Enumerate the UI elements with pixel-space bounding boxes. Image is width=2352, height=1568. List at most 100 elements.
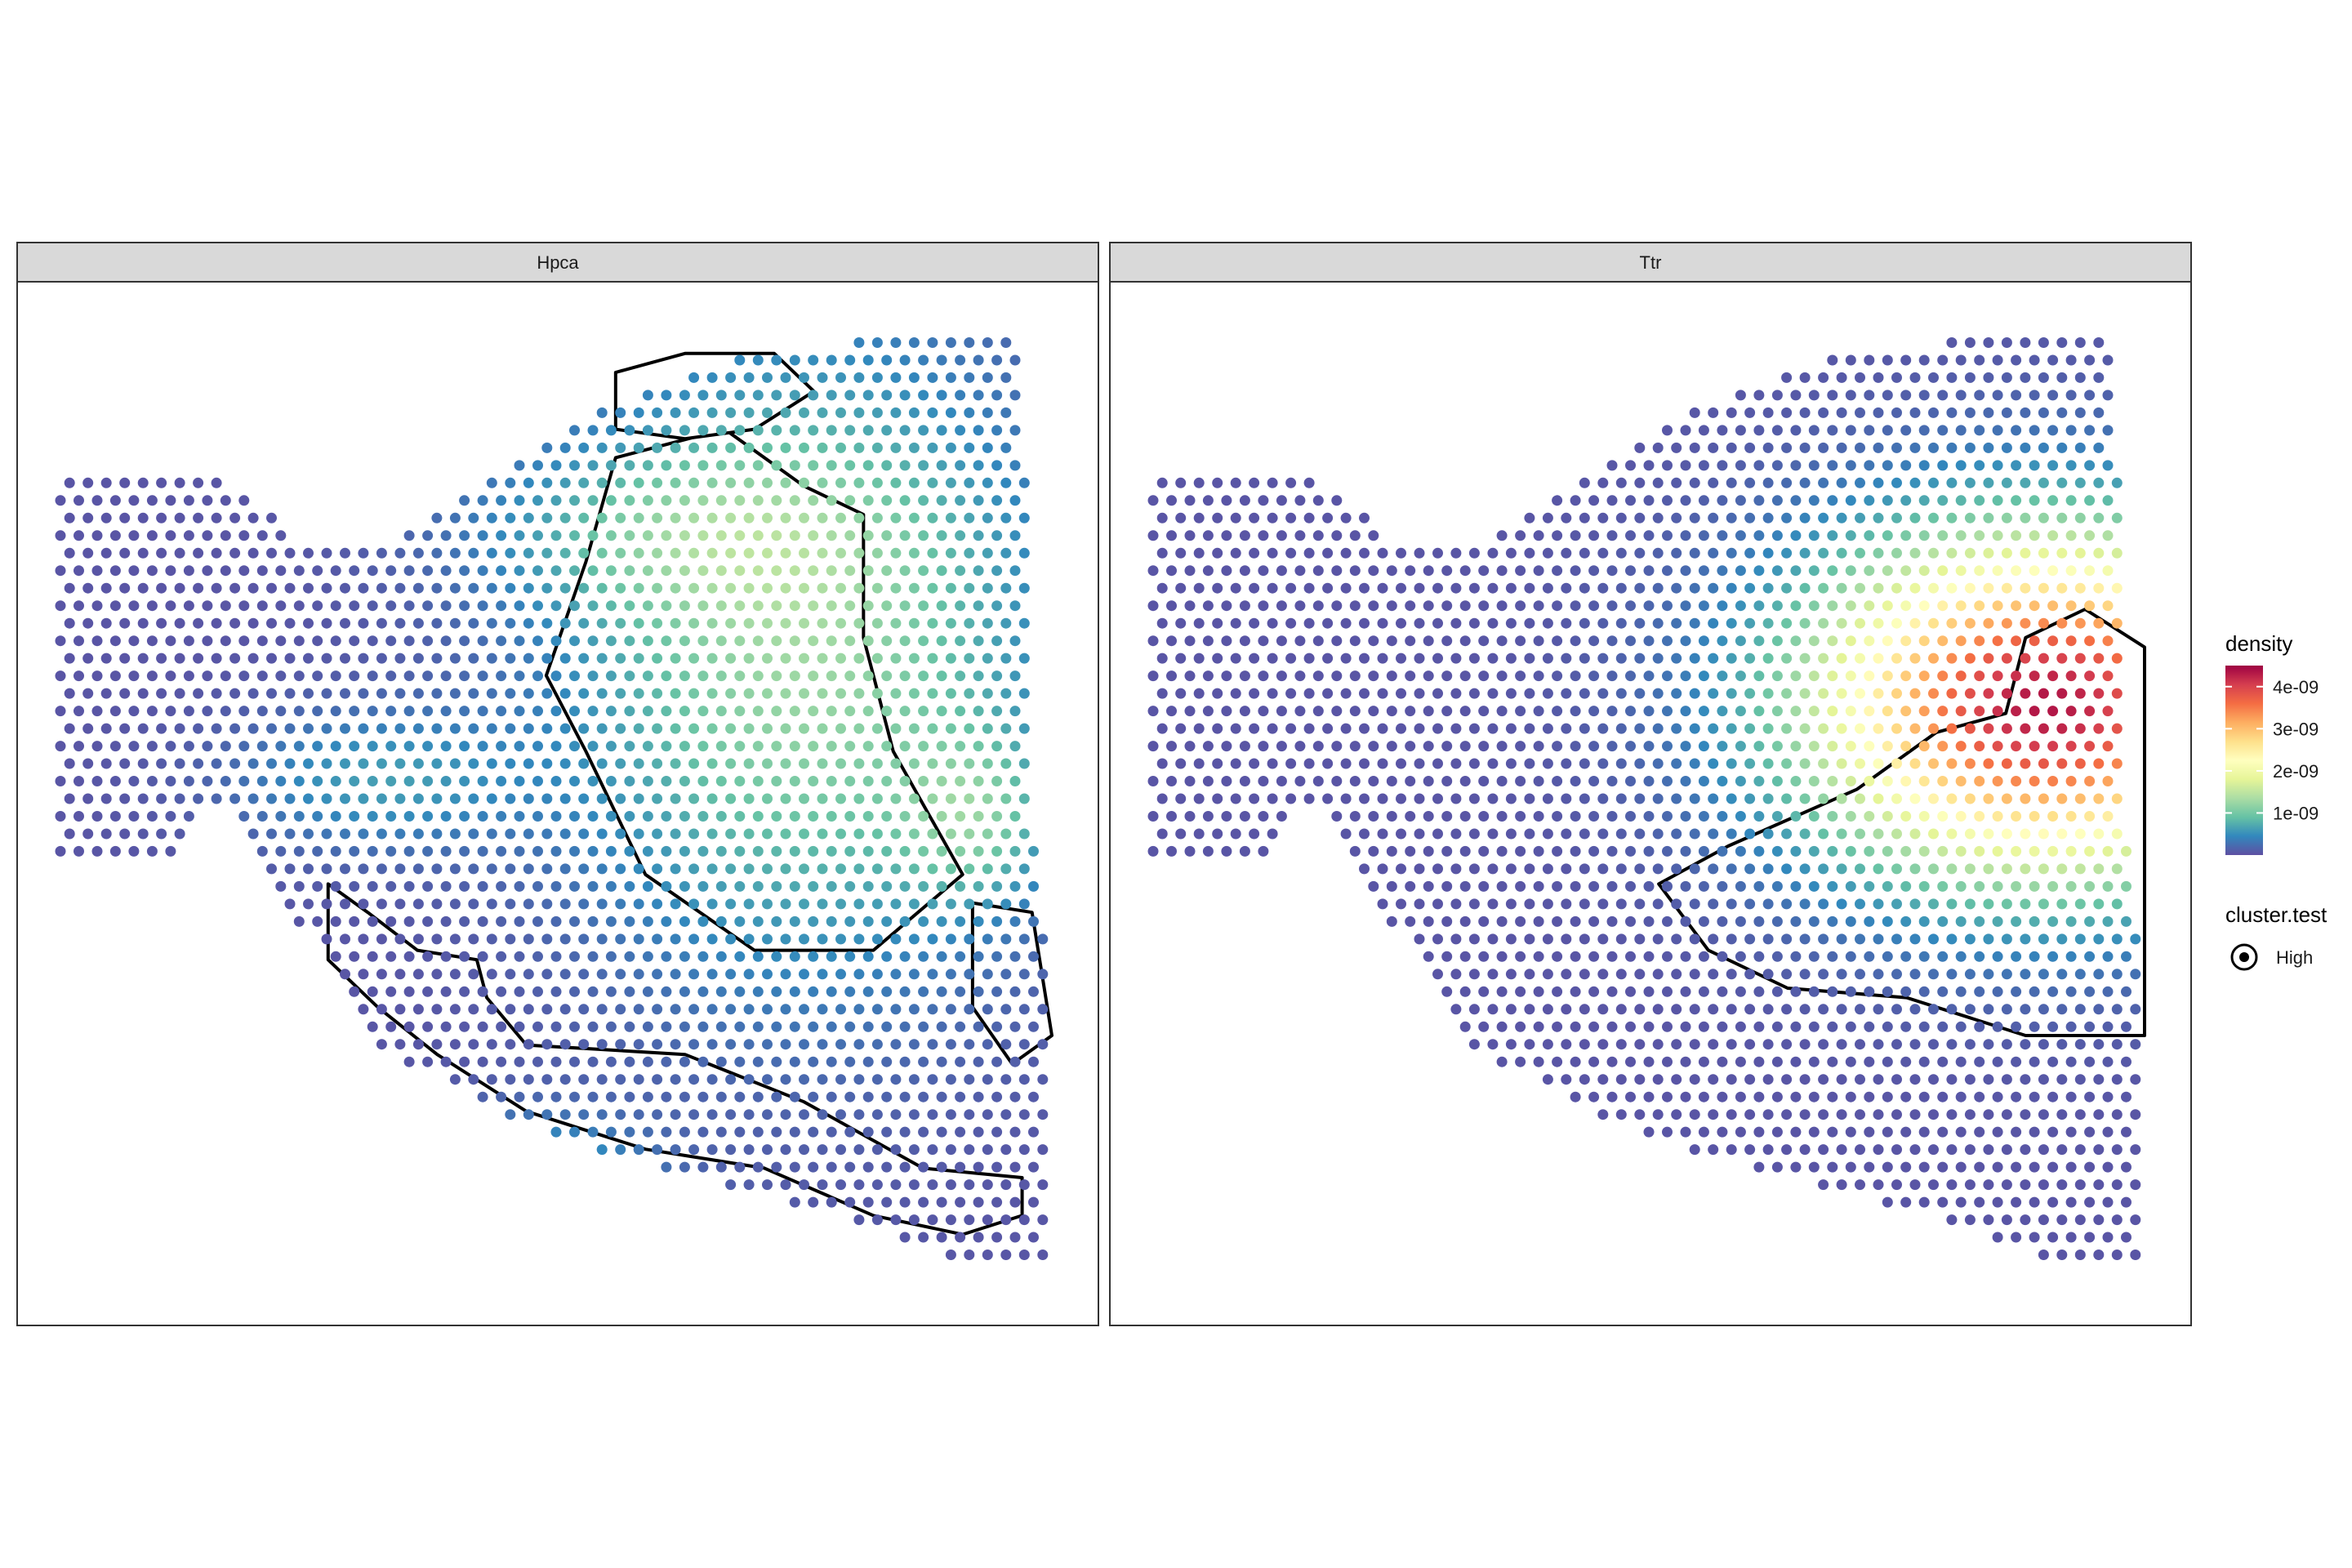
- spot-point: [1955, 1126, 1967, 1138]
- spot-point: [358, 793, 369, 804]
- spot-point: [890, 723, 902, 734]
- spot-point: [312, 811, 323, 822]
- spot-point: [624, 776, 635, 786]
- spot-point: [376, 933, 387, 945]
- spot-point: [220, 495, 231, 506]
- spot-point: [1276, 706, 1287, 717]
- spot-point: [1037, 969, 1049, 980]
- spot-point: [1606, 880, 1618, 892]
- spot-point: [752, 635, 764, 647]
- spot-point: [1845, 600, 1856, 612]
- spot-point: [284, 758, 296, 769]
- spot-point: [871, 442, 883, 453]
- spot-point: [853, 582, 865, 594]
- spot-point: [1028, 1126, 1039, 1138]
- spot-point: [817, 758, 828, 769]
- spot-point: [1799, 617, 1811, 629]
- spot-point: [1708, 1039, 1719, 1050]
- spot-point: [256, 635, 268, 647]
- spot-point: [1790, 530, 1802, 541]
- spot-point: [358, 933, 369, 945]
- spot-point: [1267, 758, 1278, 769]
- spot-point: [1762, 477, 1774, 488]
- spot-point: [1726, 898, 1737, 910]
- spot-point: [715, 706, 727, 717]
- spot-point: [587, 460, 599, 471]
- spot-point: [881, 495, 893, 506]
- spot-point: [1606, 706, 1618, 717]
- spot-point: [2093, 582, 2105, 594]
- spot-point: [1918, 390, 1930, 401]
- spot-point: [762, 793, 773, 804]
- spot-point: [1662, 741, 1673, 752]
- spot-point: [1386, 776, 1397, 786]
- spot-point: [642, 986, 653, 997]
- spot-point: [358, 898, 369, 910]
- spot-point: [2111, 969, 2123, 980]
- spot-point: [661, 776, 672, 786]
- spot-point: [2020, 1004, 2031, 1015]
- spot-point: [1579, 653, 1590, 664]
- spot-point: [1946, 582, 1958, 594]
- spot-point: [2001, 442, 2012, 453]
- spot-point: [1762, 793, 1774, 804]
- spot-point: [826, 845, 837, 857]
- spot-point: [532, 880, 543, 892]
- spot-point: [1937, 1126, 1949, 1138]
- spot-point: [1533, 811, 1544, 822]
- spot-point: [670, 547, 681, 559]
- spot-point: [1524, 758, 1535, 769]
- spot-point: [1662, 460, 1673, 471]
- spot-point: [496, 986, 507, 997]
- spot-point: [605, 635, 617, 647]
- spot-point: [1955, 1021, 1967, 1032]
- spot-point: [146, 706, 158, 717]
- spot-point: [1735, 845, 1746, 857]
- spot-point: [1708, 828, 1719, 840]
- spot-point: [91, 670, 103, 682]
- spot-point: [1533, 600, 1544, 612]
- spot-point: [74, 811, 84, 822]
- spot-point: [725, 758, 737, 769]
- spot-point: [376, 547, 387, 559]
- spot-point: [275, 670, 287, 682]
- spot-point: [1873, 933, 1884, 945]
- spot-point: [973, 811, 984, 822]
- spot-point: [340, 758, 350, 769]
- spot-point: [964, 337, 975, 348]
- spot-point: [789, 915, 800, 927]
- spot-point: [1478, 845, 1490, 857]
- spot-point: [1900, 354, 1912, 366]
- spot-point: [578, 898, 590, 910]
- spot-point: [1900, 670, 1912, 682]
- spot-point: [1496, 915, 1508, 927]
- spot-point: [771, 845, 782, 857]
- spot-point: [1496, 741, 1508, 752]
- spot-point: [945, 337, 956, 348]
- spot-point: [1735, 600, 1746, 612]
- spot-point: [146, 811, 158, 822]
- spot-point: [2029, 635, 2040, 647]
- spot-point: [1652, 723, 1664, 734]
- spot-point: [752, 1021, 764, 1032]
- spot-point: [1937, 741, 1949, 752]
- spot-point: [109, 845, 121, 857]
- spot-point: [973, 986, 984, 997]
- spot-point: [1827, 460, 1838, 471]
- spot-point: [826, 741, 837, 752]
- spot-point: [1983, 337, 1994, 348]
- spot-point: [899, 1232, 911, 1243]
- spot-point: [1974, 670, 1985, 682]
- spot-point: [505, 933, 516, 945]
- spot-point: [1781, 442, 1793, 453]
- spot-point: [936, 951, 947, 962]
- spot-point: [661, 390, 672, 401]
- spot-point: [844, 530, 856, 541]
- spot-point: [1753, 880, 1765, 892]
- spot-point: [1588, 811, 1600, 822]
- spot-point: [496, 741, 507, 752]
- spot-point: [642, 390, 653, 401]
- spot-point: [1000, 969, 1012, 980]
- spot-point: [256, 670, 268, 682]
